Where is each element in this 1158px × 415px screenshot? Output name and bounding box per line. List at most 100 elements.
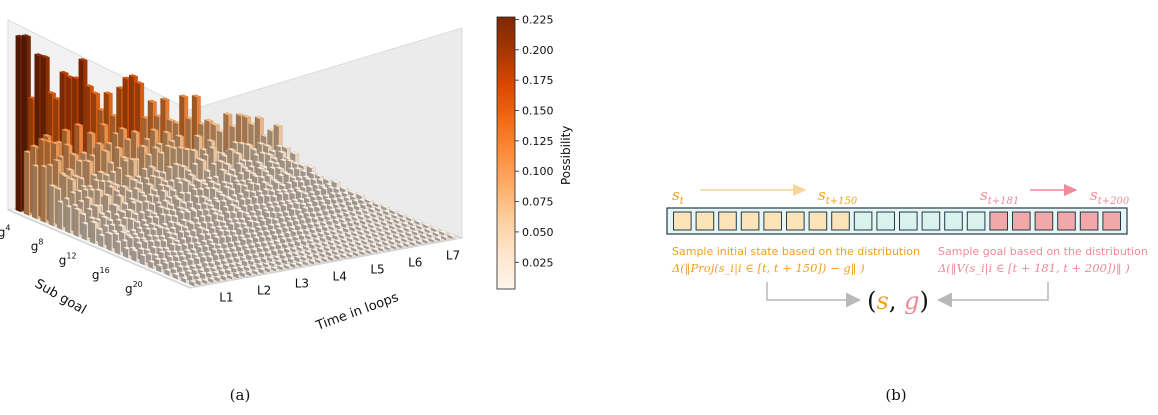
bar-top-face <box>285 159 296 163</box>
bar-top-face <box>172 162 182 166</box>
bar-top-face <box>314 173 325 177</box>
trajectory-cell-init <box>831 211 850 231</box>
bar-top-face <box>128 157 138 161</box>
bar-top-face <box>65 167 75 171</box>
trajectory-cell-goal <box>1012 211 1031 231</box>
bar-top-face <box>222 112 233 116</box>
bar-top-face <box>233 151 243 155</box>
colorbar-tick-label: 0.100 <box>522 165 554 178</box>
bar-top-face <box>273 123 283 127</box>
bar-top-face <box>127 197 138 201</box>
bar-top-face <box>186 173 197 177</box>
arrow-left-to-pair <box>766 282 861 308</box>
bar-top-face <box>147 99 158 103</box>
colorbar-tick-label: 0.050 <box>522 226 554 239</box>
bar-top-face <box>130 178 140 182</box>
colorbar <box>496 16 516 290</box>
bar-top-face <box>144 182 155 186</box>
bar-top-face <box>243 142 254 146</box>
bar-top-face <box>235 113 246 117</box>
bar-top-face <box>161 199 171 203</box>
bar-top-face <box>201 201 211 205</box>
bar-top-face <box>38 137 48 141</box>
bar-top-face <box>101 149 111 153</box>
x-tick-label: L2 <box>257 283 271 297</box>
bar-top-face <box>298 163 308 167</box>
left-formula: Δ(‖Proj(s_i|i ∈ [t, t + 150]) − g‖ ) <box>671 261 865 276</box>
x-tick-label: L4 <box>333 270 347 284</box>
bar-top-face <box>118 230 129 234</box>
trajectory-cell-mid <box>944 211 963 231</box>
bar-top-face <box>44 139 54 143</box>
colorbar-tick-label: 0.025 <box>522 256 554 269</box>
state-goal-pair: (s, g) <box>867 287 929 315</box>
y-axis-label: Sub goal <box>32 276 89 317</box>
bar-top-face <box>262 143 273 147</box>
bar-top-face <box>272 180 283 184</box>
bar-top-face <box>281 145 292 149</box>
x-tick-label: L7 <box>446 249 460 263</box>
colorbar-tick-label: 0.125 <box>522 135 554 148</box>
bar-top-face <box>48 184 58 188</box>
bar-top-face <box>193 134 204 138</box>
bar-top-face <box>42 133 52 137</box>
bar-top-face <box>78 58 88 62</box>
y-tick-label: g8 <box>31 238 44 254</box>
bar-top-face <box>226 147 237 151</box>
bar-top-face <box>235 161 245 165</box>
trajectory-cell-init <box>673 211 692 231</box>
bar-top-face <box>149 128 160 132</box>
bar-top-face <box>130 130 141 134</box>
bar-top-face <box>211 211 221 215</box>
bar-top-face <box>156 205 167 209</box>
sampling-diagram: st st+150 st+181 st+200 Sample initial s… <box>666 184 1148 404</box>
bar-top-face <box>197 158 208 162</box>
bar-top-face <box>40 55 51 59</box>
colorbar-ticks: 0.025 0.050 0.075 0.100 0.125 0.150 0.175 0.200… <box>515 13 554 269</box>
bar-top-face <box>226 197 236 201</box>
bar-top-face <box>175 223 186 227</box>
bar-top-face <box>94 188 104 192</box>
bar-top-face <box>73 207 83 211</box>
bar-top-face <box>119 155 130 159</box>
bar-top-face <box>102 193 113 197</box>
bar-top-face <box>218 168 228 172</box>
colorbar-tick-label: 0.175 <box>522 74 554 87</box>
colorbar-tick-label: 0.225 <box>522 13 554 26</box>
bar-top-face <box>208 146 218 150</box>
bar-top-face <box>175 206 186 210</box>
bar-side-face <box>73 208 79 237</box>
trajectory-cell-mid <box>966 211 986 231</box>
bar-top-face <box>73 123 84 127</box>
bar-top-face <box>103 91 113 95</box>
label-s-t: st <box>672 186 685 207</box>
trajectory-cell-init <box>808 211 828 231</box>
trajectory-cell-goal <box>1079 211 1099 231</box>
colorbar-tick-label: 0.150 <box>522 105 554 118</box>
bar-top-face <box>163 144 174 148</box>
right-caption: Sample goal based on the distribution <box>938 245 1148 258</box>
bar-top-face <box>224 172 235 176</box>
bar-top-face <box>117 127 128 131</box>
bar-top-face <box>123 174 134 178</box>
bar-top-face <box>134 81 145 85</box>
bar-top-face <box>289 151 300 155</box>
bar-top-face <box>46 91 57 95</box>
bar-top-face <box>89 220 100 224</box>
bar-top-face <box>178 164 189 168</box>
bar-top-face <box>204 118 214 122</box>
bar-top-face <box>209 207 219 211</box>
bar-top-face <box>339 186 350 190</box>
bar-top-face <box>159 189 169 193</box>
bar-top-face <box>106 185 117 189</box>
trajectory-cell-mid <box>921 211 941 231</box>
bar-top-face <box>104 180 115 184</box>
bar-top-face <box>138 144 149 148</box>
trajectory-cell-init <box>718 211 737 231</box>
x-tick-label: L1 <box>219 290 233 304</box>
trajectory-cell-goal <box>989 211 1009 231</box>
bar-top-face <box>67 177 77 181</box>
bar-side-face <box>15 35 21 213</box>
bars-group <box>15 34 457 287</box>
